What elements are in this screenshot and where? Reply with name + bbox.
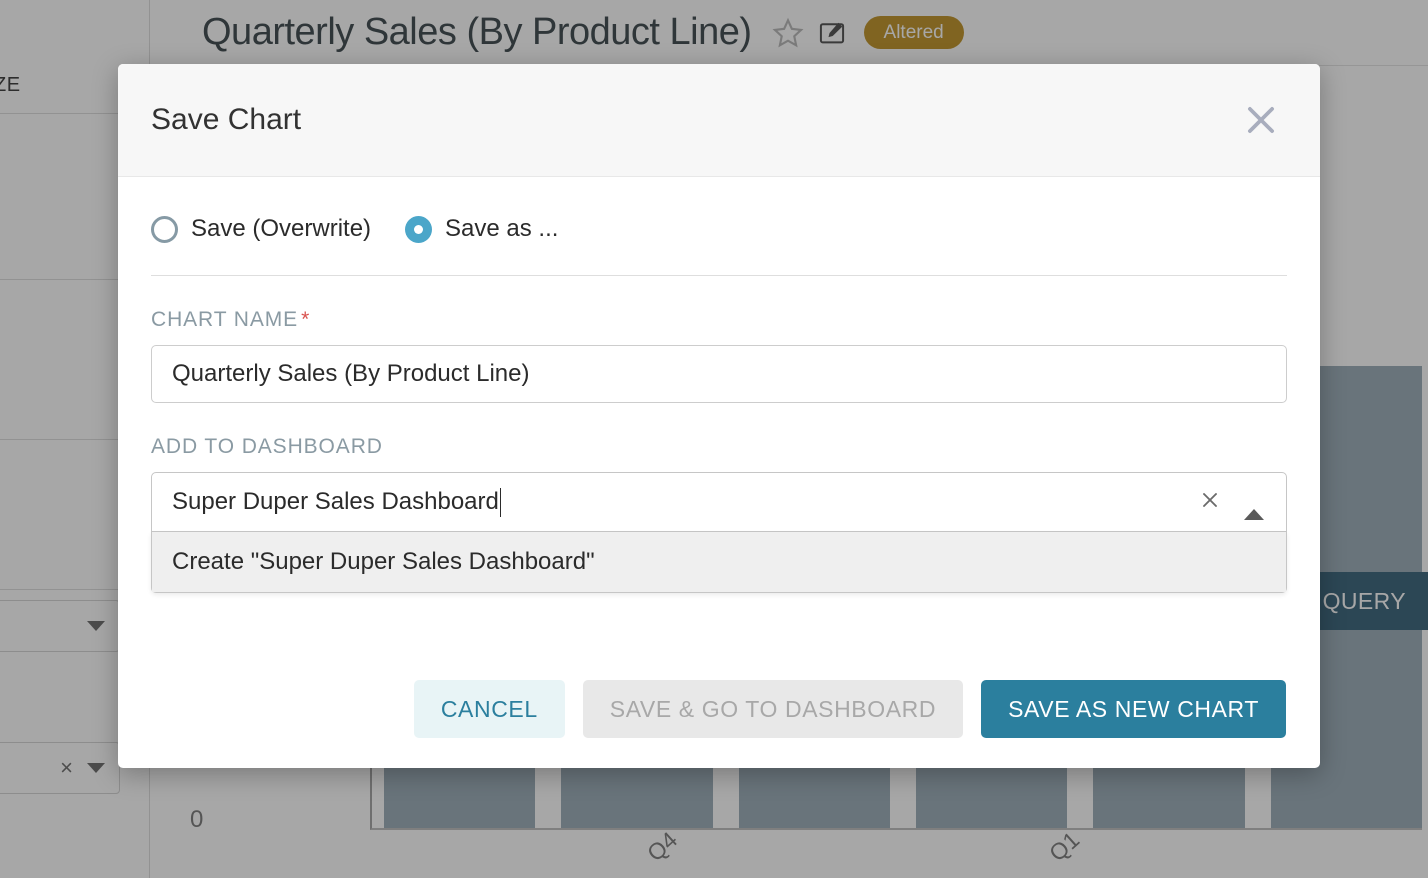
caret-down-icon[interactable]	[87, 621, 105, 631]
panel-section	[0, 440, 150, 590]
dashboard-option-create[interactable]: Create "Super Duper Sales Dashboard"	[152, 532, 1286, 592]
dashboard-select-value-wrap[interactable]: Super Duper Sales Dashboard	[172, 487, 1186, 517]
panel-tab-row	[0, 66, 150, 114]
modal-header: Save Chart	[118, 64, 1320, 177]
add-to-dashboard-label: ADD TO DASHBOARD	[151, 435, 383, 458]
modal-title: Save Chart	[151, 103, 302, 136]
run-query-button[interactable]: QUERY	[1300, 572, 1428, 630]
clear-x-icon[interactable]: ×	[60, 755, 73, 780]
radio-selected-icon[interactable]	[405, 215, 433, 243]
save-as-new-chart-button[interactable]: SAVE AS NEW CHART	[981, 680, 1286, 738]
modal-body: Save (Overwrite) Save as ... CHART NAME *…	[118, 177, 1320, 650]
close-icon[interactable]	[1236, 95, 1286, 145]
radio-save-as-label: Save as ...	[445, 215, 559, 242]
radio-save-overwrite-label: Save (Overwrite)	[191, 215, 372, 242]
section-divider	[151, 275, 1287, 276]
chart-name-label: CHART NAME *	[151, 308, 1287, 332]
save-and-go-to-dashboard-button: SAVE & GO TO DASHBOARD	[582, 680, 964, 738]
required-asterisk: *	[301, 308, 311, 331]
save-mode-radio-group: Save (Overwrite) Save as ...	[151, 215, 1287, 243]
text-cursor	[499, 487, 502, 517]
dashboard-select-menu: Create "Super Duper Sales Dashboard"	[151, 532, 1287, 593]
dashboard-select-control[interactable]: Super Duper Sales Dashboard	[151, 472, 1287, 532]
save-chart-modal: Save Chart Save (Overwrite) Save as ... …	[118, 64, 1320, 768]
radio-unselected-icon[interactable]	[151, 215, 178, 243]
radio-save-overwrite[interactable]: Save (Overwrite)	[151, 215, 371, 243]
chart-header: Quarterly Sales (By Product Line) Altere…	[150, 0, 1428, 66]
dashboard-select-value: Super Duper Sales Dashboard	[172, 488, 499, 515]
chart-name-label-text: CHART NAME	[151, 308, 299, 331]
star-icon[interactable]	[772, 17, 804, 49]
panel-tab-label: ZE	[0, 74, 21, 96]
dashboard-select: Super Duper Sales Dashboard Create "Supe…	[151, 472, 1287, 593]
chart-name-input[interactable]	[151, 345, 1287, 403]
clear-x-icon[interactable]	[1186, 488, 1234, 517]
caret-down-icon[interactable]	[87, 763, 105, 773]
radio-save-as[interactable]: Save as ...	[405, 215, 558, 243]
status-badge: Altered	[863, 16, 964, 49]
y-axis-tick-0: 0	[190, 806, 204, 833]
page-title: Quarterly Sales (By Product Line)	[202, 11, 752, 53]
panel-select-control[interactable]: ×	[0, 742, 120, 794]
modal-footer: CANCEL SAVE & GO TO DASHBOARD SAVE AS NE…	[118, 650, 1320, 768]
edit-pencil-icon[interactable]	[818, 19, 846, 47]
cancel-button[interactable]: CANCEL	[413, 680, 565, 738]
